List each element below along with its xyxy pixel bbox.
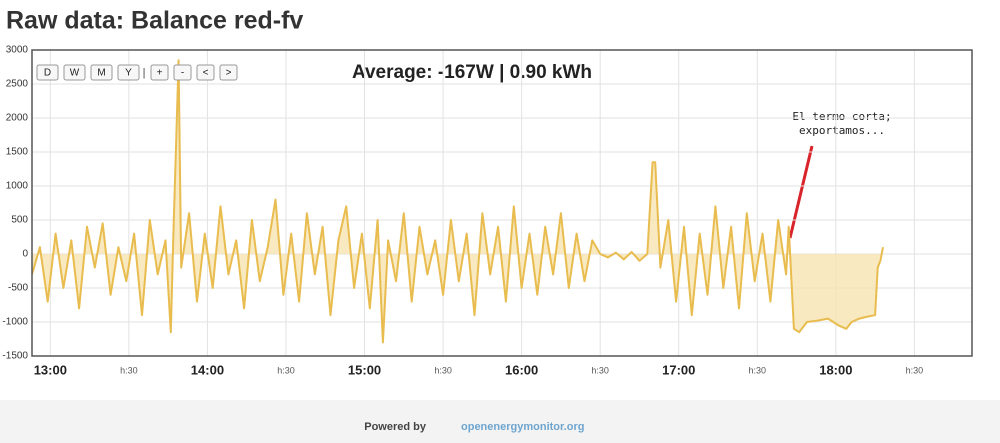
footer-text: Powered by: [364, 421, 427, 433]
y-tick-label: 1000: [6, 181, 29, 192]
toolbar-button[interactable]: [196, 64, 215, 81]
data-line: [31, 59, 884, 344]
annotation-arrow: [788, 145, 814, 239]
toolbar-button-label[interactable]: >: [226, 68, 232, 79]
stat-text: Average: -167W | 0.90 kWh: [352, 62, 592, 83]
x-tick-label: h:30: [906, 365, 924, 375]
x-tick-label: h:30: [277, 365, 295, 375]
y-tick-label: -500: [8, 283, 28, 294]
y-tick-label: -1500: [2, 351, 28, 362]
toolbar-button-label[interactable]: D: [44, 68, 51, 79]
y-tick-label: 1500: [6, 147, 29, 158]
x-tick-label: h:30: [749, 365, 767, 375]
x-tick-label: 16:00: [505, 362, 538, 377]
toolbar-button-label[interactable]: M: [97, 68, 105, 79]
toolbar-button[interactable]: [150, 64, 169, 81]
toolbar-button-label[interactable]: Y: [125, 68, 132, 79]
toolbar-button[interactable]: [173, 64, 192, 81]
toolbar-button[interactable]: [36, 64, 59, 81]
x-tick-label: 18:00: [819, 362, 852, 377]
y-tick-label: 0: [22, 249, 28, 260]
toolbar-button[interactable]: [117, 64, 140, 81]
x-tick-label: 17:00: [662, 362, 695, 377]
annotation-line: exportamos...: [799, 124, 885, 137]
footer-link[interactable]: openenergymonitor.org: [461, 421, 584, 433]
toolbar-button-label[interactable]: <: [203, 68, 209, 79]
area-fill: [32, 60, 883, 343]
page-title: Raw data: Balance red-fv: [6, 7, 303, 35]
annotation-line: El termo corta;: [792, 110, 891, 123]
y-tick-label: 500: [11, 215, 28, 226]
toolbar-button[interactable]: [90, 64, 113, 81]
y-tick-label: -1000: [2, 317, 28, 328]
footer-band: [0, 400, 1000, 443]
toolbar-button[interactable]: [63, 64, 86, 81]
toolbar-button[interactable]: [219, 64, 238, 81]
y-tick-label: 3000: [6, 45, 29, 56]
y-tick-label: 2500: [6, 79, 29, 90]
plot-border: [31, 49, 973, 357]
toolbar-button-label[interactable]: -: [181, 68, 184, 79]
x-tick-label: h:30: [120, 365, 138, 375]
x-tick-label: h:30: [434, 365, 452, 375]
x-tick-label: h:30: [591, 365, 609, 375]
toolbar-button-label[interactable]: W: [70, 68, 80, 79]
x-tick-label: 15:00: [348, 362, 381, 377]
y-tick-label: 2000: [6, 113, 29, 124]
x-tick-label: 14:00: [191, 362, 224, 377]
toolbar-separator: |: [143, 67, 146, 79]
x-tick-label: 13:00: [34, 362, 67, 377]
toolbar-button-label[interactable]: +: [157, 68, 163, 79]
